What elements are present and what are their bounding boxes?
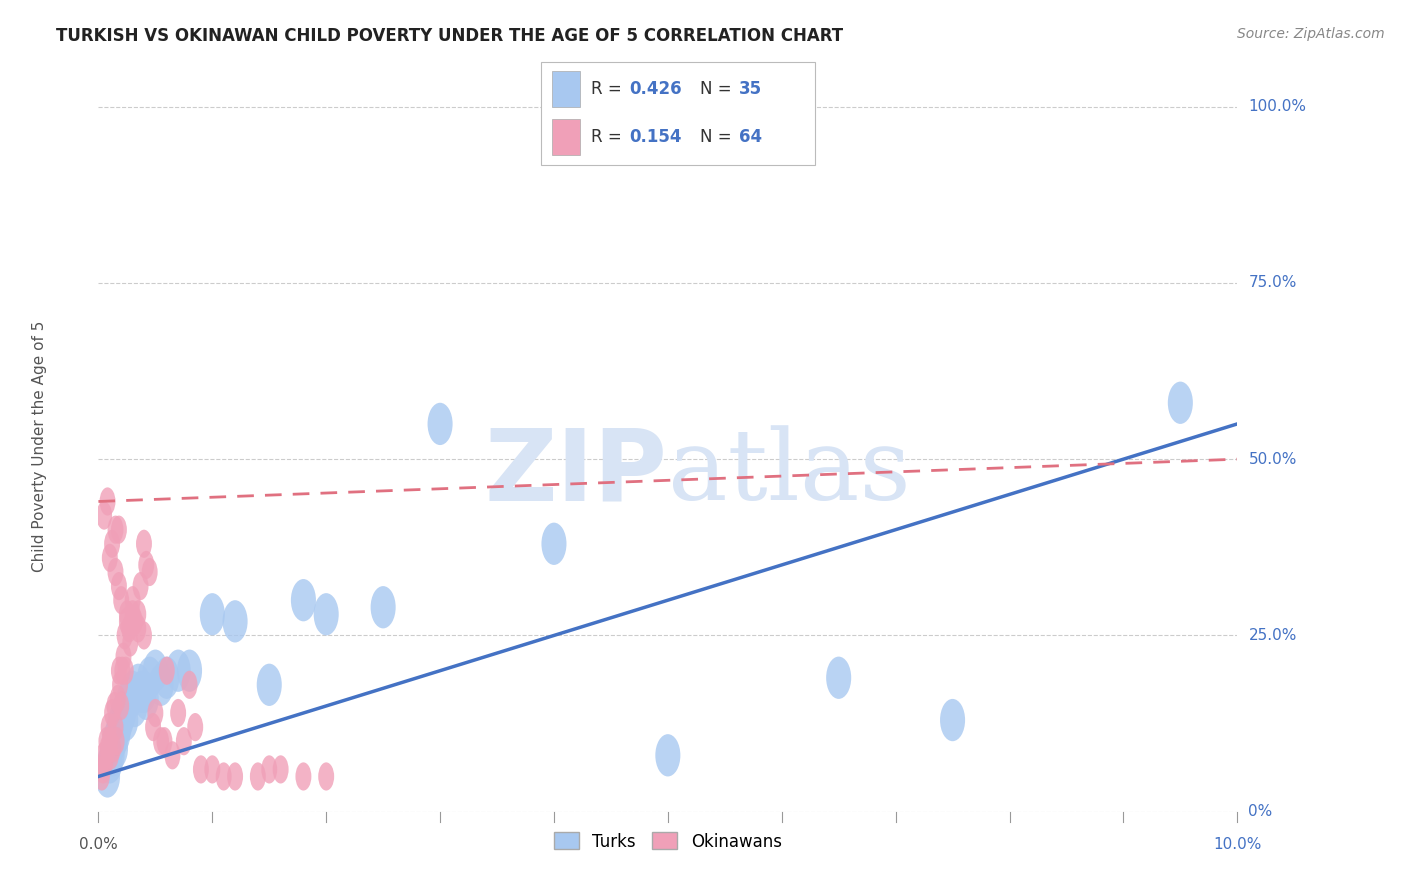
Text: 0%: 0%: [1249, 805, 1272, 819]
Text: ZIP: ZIP: [485, 425, 668, 522]
Text: 25.0%: 25.0%: [1249, 628, 1296, 643]
Text: Child Poverty Under the Age of 5: Child Poverty Under the Age of 5: [32, 320, 46, 572]
Text: 50.0%: 50.0%: [1249, 451, 1296, 467]
Text: N =: N =: [700, 128, 737, 145]
Text: TURKISH VS OKINAWAN CHILD POVERTY UNDER THE AGE OF 5 CORRELATION CHART: TURKISH VS OKINAWAN CHILD POVERTY UNDER …: [56, 27, 844, 45]
Text: N =: N =: [700, 79, 737, 97]
Text: 64: 64: [738, 128, 762, 145]
Text: 75.0%: 75.0%: [1249, 276, 1296, 291]
FancyBboxPatch shape: [553, 70, 579, 106]
Text: 0.426: 0.426: [628, 79, 682, 97]
Text: Source: ZipAtlas.com: Source: ZipAtlas.com: [1237, 27, 1385, 41]
Legend: Turks, Okinawans: Turks, Okinawans: [546, 824, 790, 859]
Text: 0.154: 0.154: [628, 128, 682, 145]
Text: 10.0%: 10.0%: [1213, 837, 1261, 852]
Text: atlas: atlas: [668, 425, 911, 521]
Text: 35: 35: [738, 79, 762, 97]
Text: R =: R =: [591, 128, 627, 145]
Text: 100.0%: 100.0%: [1249, 99, 1306, 114]
FancyBboxPatch shape: [553, 119, 579, 155]
Text: R =: R =: [591, 79, 627, 97]
Text: 0.0%: 0.0%: [79, 837, 118, 852]
FancyBboxPatch shape: [541, 62, 815, 165]
